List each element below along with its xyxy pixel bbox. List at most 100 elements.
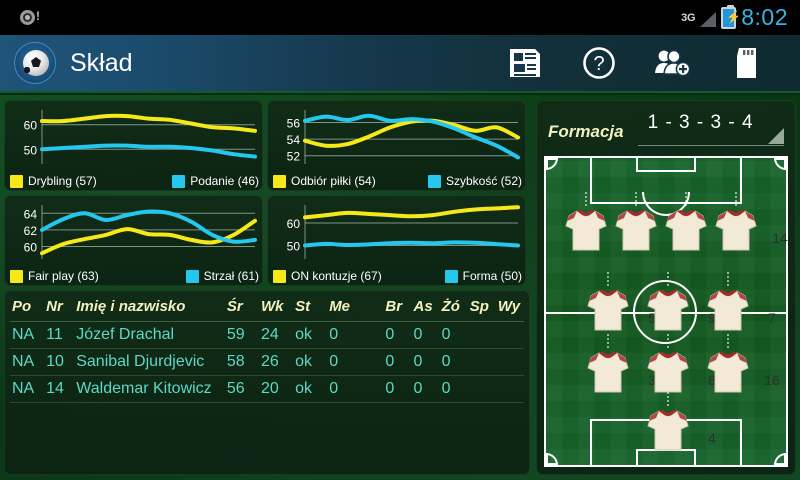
col-header-name[interactable]: Imię i nazwisko (74, 294, 225, 322)
col-header-sp[interactable]: Sp (467, 294, 496, 322)
squad-table-panel[interactable]: Po Nr Imię i nazwisko Śr Wk St Me Br As … (4, 290, 530, 475)
goal-top-right (694, 158, 696, 172)
corner-arc-bl (546, 453, 558, 465)
player-jersey[interactable]: 7 (706, 272, 776, 332)
corner-arc-tr (774, 158, 786, 170)
svg-text:60: 60 (24, 119, 38, 133)
formation-panel: Formacja 1 - 3 - 3 - 4 12 11 10 14 5 9 7… (536, 100, 796, 475)
svg-text:?: ? (593, 53, 604, 75)
player-jersey[interactable]: 16 (706, 334, 780, 394)
cell-sr: 58 (224, 348, 259, 376)
player-jersey[interactable]: 14 (714, 192, 788, 252)
legend-label: Fair play (63) (28, 269, 99, 283)
jersey-drag-handle[interactable] (727, 334, 729, 348)
svg-text:64: 64 (24, 207, 38, 221)
player-number: 16 (764, 372, 780, 388)
cell-zo: 0 (439, 321, 468, 349)
pitch[interactable]: 12 11 10 14 5 9 7 3 8 16 4 (544, 156, 788, 467)
col-header-wk[interactable]: Wk (258, 294, 294, 322)
table-row[interactable]: NA 10 Sanibal Djurdjevic 58 26 ok 0 0 0 0 (10, 348, 524, 376)
help-icon[interactable]: ? (580, 44, 618, 82)
goal-bottom-right (694, 451, 696, 465)
svg-text:50: 50 (287, 240, 301, 254)
svg-text:60: 60 (24, 241, 38, 255)
news-report-icon[interactable] (506, 44, 544, 82)
col-header-nr[interactable]: Nr (44, 294, 75, 322)
chart-0[interactable]: 60 50 Drybling (57) Podanie (46) (4, 100, 263, 191)
jersey-drag-handle[interactable] (585, 192, 587, 206)
col-header-me[interactable]: Me (327, 294, 384, 322)
cell-me: 0 (327, 321, 384, 349)
cell-st: ok (293, 321, 328, 349)
cell-nr: 11 (44, 321, 75, 349)
svg-text:54: 54 (287, 133, 301, 147)
player-jersey[interactable]: 5 (586, 272, 656, 332)
col-header-as[interactable]: As (411, 294, 440, 322)
legend-swatch (273, 269, 286, 283)
sd-card-icon[interactable] (728, 44, 766, 82)
col-header-po[interactable]: Po (10, 294, 45, 322)
cell-st: ok (293, 348, 328, 376)
player-jersey[interactable]: 10 (664, 192, 738, 252)
legend-item: Odbiór piłki (54) (273, 174, 376, 188)
legend-label: Forma (50) (462, 269, 522, 283)
chart-3[interactable]: 60 50 ON kontuzje (67) Forma (50) (267, 195, 526, 286)
legend-item: Strzał (61) (185, 269, 259, 283)
page-title: Skład (70, 48, 133, 77)
formation-row: Formacja 1 - 3 - 3 - 4 (544, 108, 788, 156)
cell-po: NA (10, 348, 45, 376)
cell-st: ok (293, 375, 328, 403)
formation-select[interactable]: 1 - 3 - 3 - 4 (637, 112, 784, 152)
jersey-drag-handle[interactable] (685, 192, 687, 206)
legend-swatch (185, 269, 199, 283)
table-header-row: Po Nr Imię i nazwisko Śr Wk St Me Br As … (10, 294, 524, 322)
chevron-down-icon (768, 128, 784, 144)
soccer-ball-badge-icon[interactable] (14, 42, 56, 84)
player-jersey[interactable]: 9 (646, 272, 716, 332)
chart-2[interactable]: 64 62 60 Fair play (63) Strzał (61) (4, 195, 263, 286)
corner-arc-tl (546, 158, 558, 170)
content-area: 60 50 Drybling (57) Podanie (46) 56 54 52 O… (0, 95, 800, 480)
player-jersey[interactable]: 4 (646, 392, 716, 452)
status-bar-right: 3G ⚡ 8:02 (681, 4, 800, 31)
jersey-drag-handle[interactable] (667, 392, 669, 406)
jersey-drag-handle[interactable] (667, 334, 669, 348)
jersey-drag-handle[interactable] (667, 272, 669, 286)
player-jersey[interactable]: 3 (586, 334, 656, 394)
cell-name: Sanibal Djurdjevic (74, 348, 225, 376)
jersey-drag-handle[interactable] (735, 192, 737, 206)
status-bar-clock: 8:02 (741, 4, 788, 30)
status-bar-left: ! (0, 8, 40, 28)
player-jersey[interactable]: 11 (614, 192, 687, 252)
legend-label: Podanie (46) (190, 174, 259, 188)
cell-sp (467, 375, 496, 403)
col-header-wy[interactable]: Wy (495, 294, 524, 322)
cell-name: Waldemar Kitowicz (74, 375, 225, 403)
goal-top-line (636, 170, 696, 172)
player-jersey[interactable]: 12 (564, 192, 638, 252)
stats-charts: 60 50 Drybling (57) Podanie (46) 56 54 52 O… (4, 100, 530, 286)
jersey-drag-handle[interactable] (727, 272, 729, 286)
col-header-zo[interactable]: Żó (439, 294, 468, 322)
formation-value: 1 - 3 - 3 - 4 (647, 112, 754, 133)
jersey-drag-handle[interactable] (607, 272, 609, 286)
cell-po: NA (10, 321, 45, 349)
col-header-st[interactable]: St (293, 294, 328, 322)
jersey-drag-handle[interactable] (607, 334, 609, 348)
legend-item: Drybling (57) (10, 174, 97, 188)
col-header-br[interactable]: Br (383, 294, 412, 322)
table-row[interactable]: NA 11 Józef Drachal 59 24 ok 0 0 0 0 (10, 321, 524, 349)
legend-item: Podanie (46) (172, 174, 259, 188)
cell-br: 0 (383, 375, 412, 403)
col-header-sr[interactable]: Śr (224, 294, 259, 322)
chart-1[interactable]: 56 54 52 Odbiór piłki (54) Szybkość (52) (267, 100, 526, 191)
player-jersey[interactable]: 8 (646, 334, 716, 394)
table-row[interactable]: NA 14 Waldemar Kitowicz 56 20 ok 0 0 0 0 (10, 375, 524, 403)
goal-bottom-left (636, 451, 638, 465)
app-bar-actions: ? (506, 44, 800, 82)
corner-arc-br (774, 453, 786, 465)
jersey-drag-handle[interactable] (635, 192, 637, 206)
legend-swatch (427, 174, 441, 188)
legend-swatch (172, 174, 186, 188)
add-people-icon[interactable] (654, 44, 692, 82)
